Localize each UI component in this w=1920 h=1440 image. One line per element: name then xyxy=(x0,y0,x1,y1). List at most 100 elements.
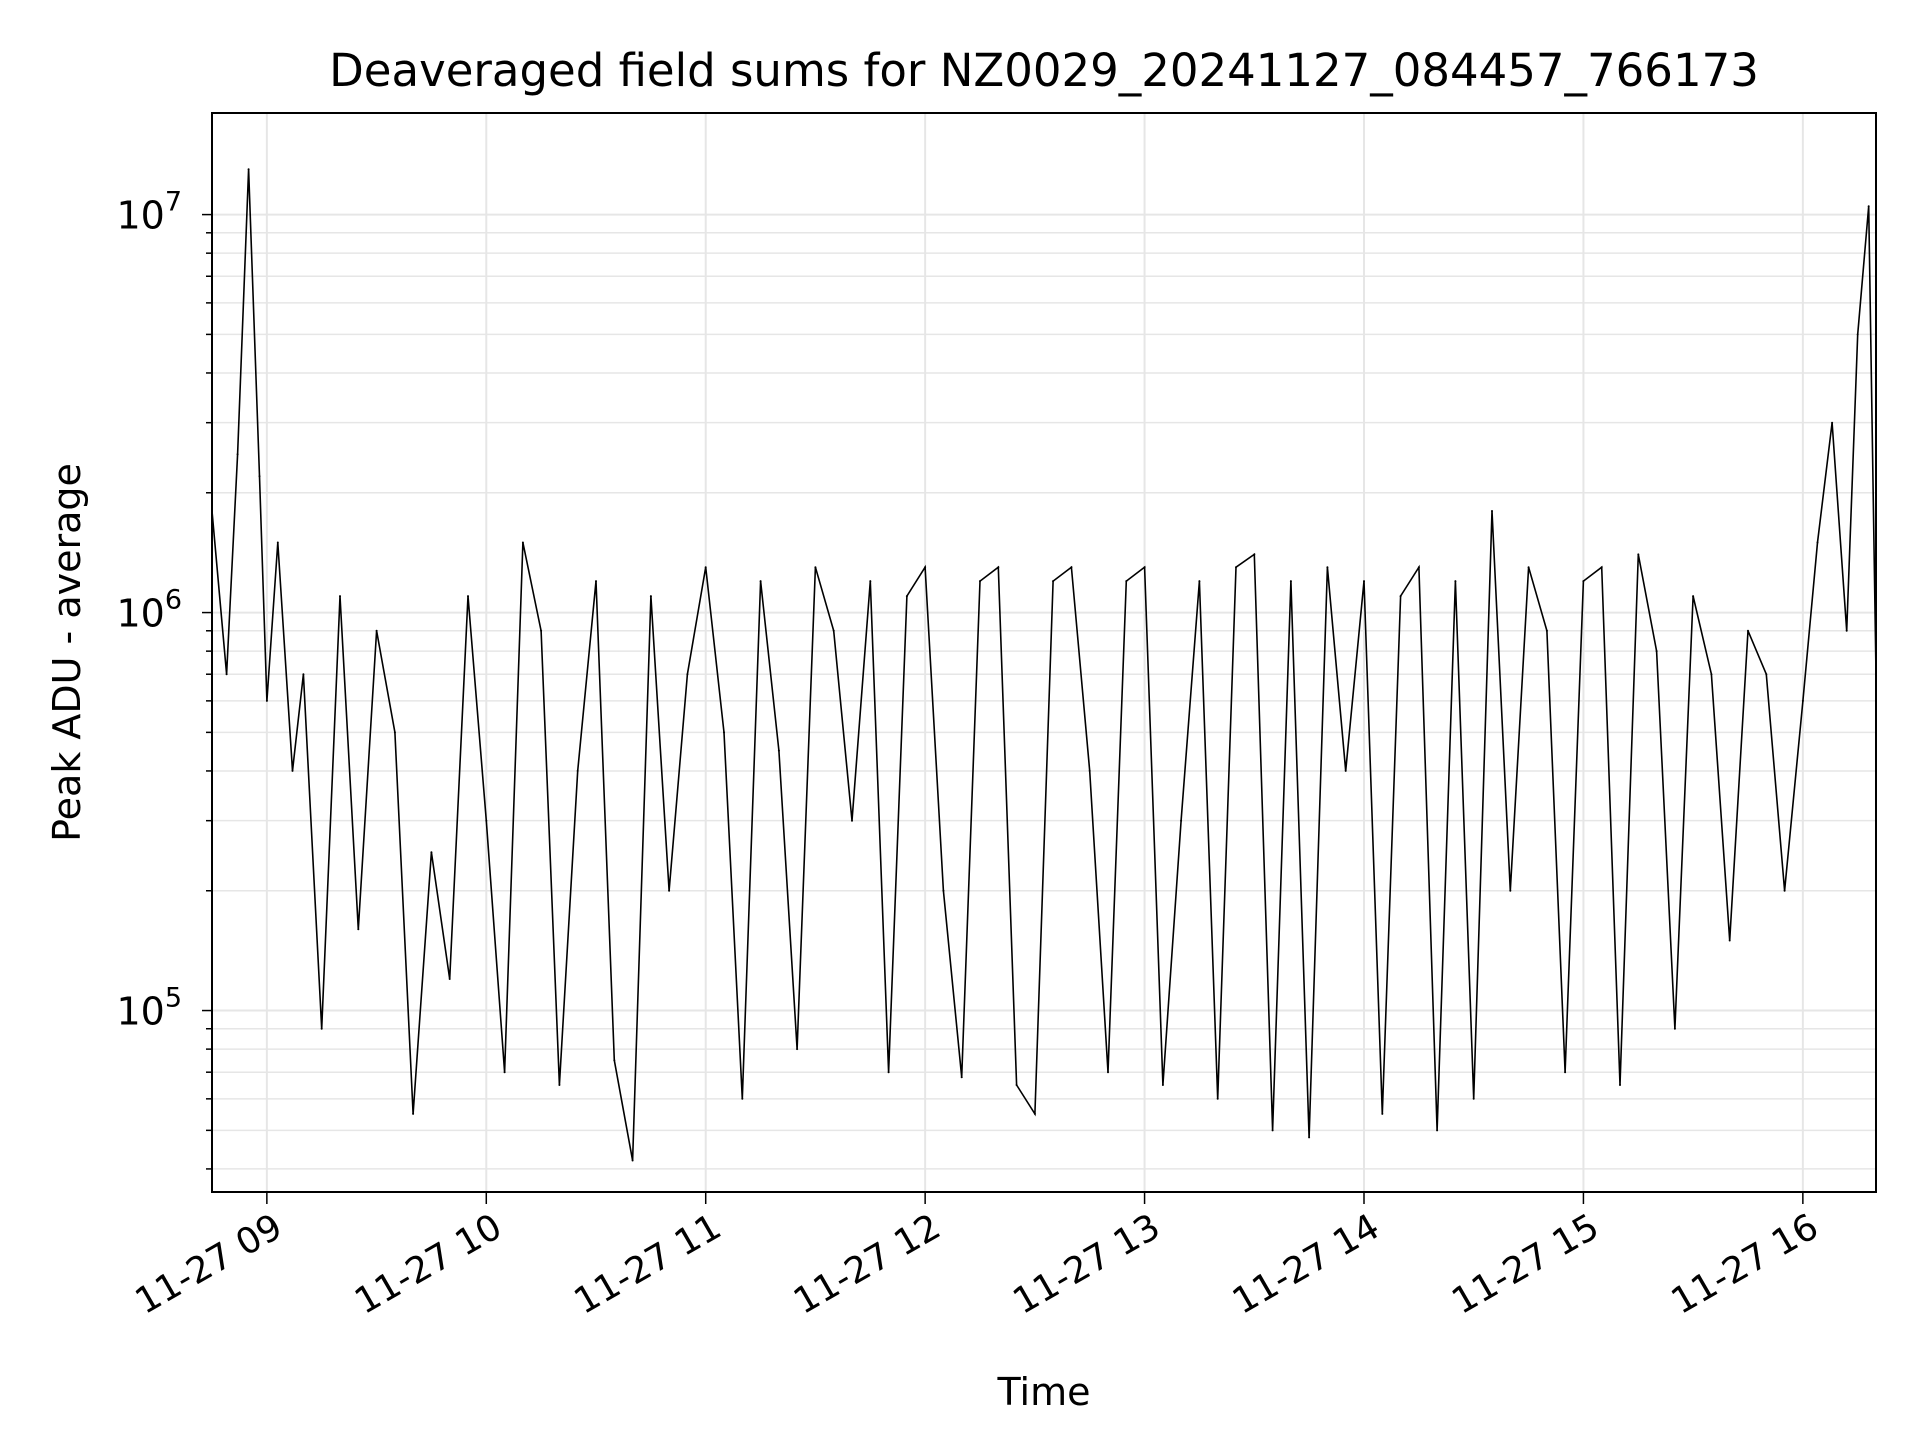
data-point xyxy=(558,1084,561,1086)
data-point xyxy=(1867,205,1870,208)
data-point xyxy=(704,566,707,569)
data-point xyxy=(1856,333,1859,336)
y-tick-base: 10 xyxy=(116,990,164,1034)
data-point xyxy=(1052,580,1055,583)
data-point xyxy=(467,595,469,598)
data-point xyxy=(258,475,261,478)
data-point xyxy=(777,749,780,752)
grid-layer xyxy=(212,113,1876,1192)
data-point xyxy=(997,566,1000,569)
data-point xyxy=(668,889,671,892)
data-point xyxy=(357,928,360,931)
data-point xyxy=(1765,673,1768,676)
data-point xyxy=(1527,566,1530,569)
data-point xyxy=(1381,1112,1384,1115)
data-point xyxy=(576,769,579,772)
data-point xyxy=(1308,1136,1311,1139)
data-point xyxy=(869,580,872,583)
data-point xyxy=(247,168,250,171)
data-point xyxy=(1363,580,1365,583)
y-tick-exponent: 5 xyxy=(165,983,182,1014)
data-point xyxy=(448,978,451,980)
data-point xyxy=(1344,769,1347,772)
data-point xyxy=(265,699,268,702)
data-point xyxy=(1088,769,1091,772)
data-point xyxy=(1180,819,1183,822)
data-point xyxy=(1509,889,1512,892)
data-point xyxy=(1564,1071,1567,1074)
data-point xyxy=(649,595,652,598)
data-point xyxy=(485,819,488,822)
data-point xyxy=(1436,1129,1439,1132)
data-point xyxy=(960,1076,963,1079)
data-point xyxy=(1033,1112,1036,1115)
data-point xyxy=(1143,566,1146,569)
data-point xyxy=(1582,580,1585,583)
data-point xyxy=(375,629,378,632)
data-point xyxy=(1845,629,1848,632)
data-point xyxy=(613,1059,616,1062)
data-point xyxy=(276,541,279,544)
data-point xyxy=(393,731,396,734)
data-point xyxy=(236,453,239,456)
data-point xyxy=(1107,1071,1109,1074)
data-point xyxy=(759,580,762,583)
data-point xyxy=(1831,421,1834,424)
y-tick-base: 10 xyxy=(116,592,164,636)
data-point xyxy=(631,1159,634,1162)
data-point xyxy=(320,1027,323,1030)
data-point xyxy=(1454,580,1457,583)
data-point xyxy=(1125,580,1128,583)
data-point xyxy=(1673,1027,1676,1030)
data-point xyxy=(723,731,725,734)
data-point xyxy=(1417,566,1420,569)
y-tick-label: 107 xyxy=(116,187,182,238)
data-point xyxy=(430,851,433,854)
data-point xyxy=(1472,1097,1475,1100)
data-point xyxy=(814,566,817,569)
data-point xyxy=(1801,699,1804,702)
data-point xyxy=(412,1112,415,1115)
data-point xyxy=(503,1071,506,1074)
data-point xyxy=(339,595,341,598)
data-point xyxy=(1198,580,1201,583)
chart-title: Deaveraged field sums for NZ0029_2024112… xyxy=(329,44,1759,97)
data-point xyxy=(1728,939,1731,942)
data-point xyxy=(1710,673,1713,676)
data-point xyxy=(291,769,294,772)
data-point xyxy=(1015,1084,1018,1086)
data-point xyxy=(1271,1129,1274,1132)
data-point xyxy=(1545,629,1548,632)
y-tick-label: 106 xyxy=(116,585,182,636)
y-tick-exponent: 7 xyxy=(165,187,182,218)
data-point xyxy=(540,629,543,632)
data-point xyxy=(1216,1097,1219,1100)
data-point xyxy=(1692,595,1695,598)
data-point xyxy=(741,1097,744,1100)
data-point xyxy=(1070,566,1073,569)
data-point xyxy=(887,1071,890,1074)
x-axis-label: Time xyxy=(997,1370,1091,1414)
data-point xyxy=(832,629,835,632)
data-point xyxy=(1619,1084,1621,1086)
y-tick-exponent: 6 xyxy=(165,585,182,616)
data-point xyxy=(1326,566,1329,569)
data-point xyxy=(905,595,908,598)
data-point xyxy=(1289,580,1292,583)
data-point xyxy=(796,1048,799,1051)
data-point xyxy=(1783,889,1786,892)
data-point xyxy=(225,673,228,676)
data-point xyxy=(1491,510,1493,512)
data-point xyxy=(1253,553,1256,556)
data-point xyxy=(1747,629,1749,632)
data-point xyxy=(1235,566,1237,569)
plot-frame xyxy=(211,112,1877,1193)
data-point xyxy=(924,566,927,569)
data-point xyxy=(942,889,945,892)
y-tick-label: 105 xyxy=(116,983,182,1034)
data-point xyxy=(1399,595,1402,598)
data-point xyxy=(979,580,981,583)
data-point xyxy=(1816,541,1819,544)
